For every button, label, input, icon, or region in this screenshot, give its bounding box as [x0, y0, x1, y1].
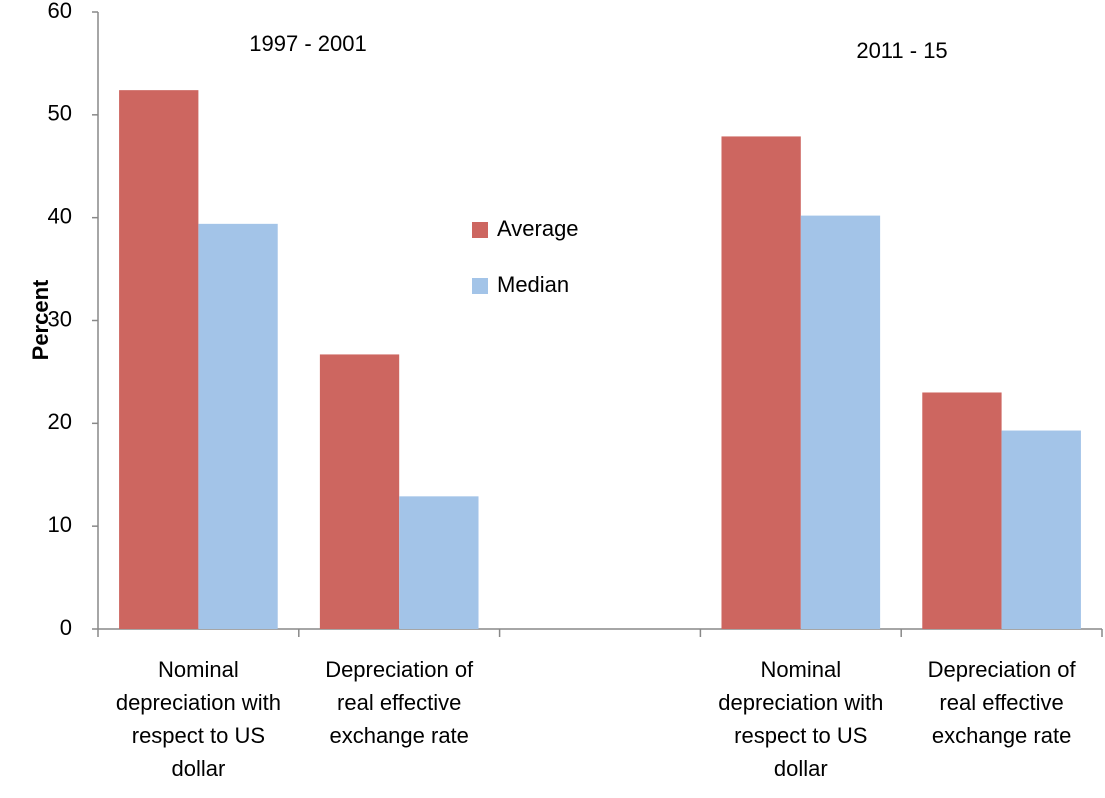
annotation: 2011 - 15 — [856, 38, 947, 63]
x-tick-label: Depreciation of real effective exchange … — [325, 657, 474, 748]
bar — [1001, 430, 1081, 629]
y-tick-label: 30 — [48, 306, 72, 331]
y-tick-label: 10 — [48, 512, 72, 537]
y-tick-label: 20 — [48, 409, 72, 434]
x-tick-label: Nominal depreciation with respect to US … — [718, 657, 884, 781]
legend-swatch — [472, 278, 488, 294]
annotation: 1997 - 2001 — [249, 31, 366, 56]
bar — [198, 223, 278, 629]
y-tick-label: 40 — [48, 203, 72, 228]
y-tick-label: 50 — [48, 101, 72, 126]
legend-label: Median — [497, 272, 569, 297]
legend-swatch — [472, 222, 488, 238]
bar — [721, 136, 801, 629]
y-tick-label: 0 — [60, 615, 72, 640]
bar — [399, 496, 479, 629]
legend-label: Average — [497, 216, 579, 241]
y-axis-label: Percent — [28, 279, 53, 360]
bar — [922, 392, 1002, 629]
x-tick-label: Nominal depreciation with respect to US … — [115, 657, 281, 781]
bar — [119, 90, 199, 630]
y-tick-label: 60 — [48, 0, 72, 23]
x-tick-label: Depreciation of real effective exchange … — [927, 657, 1076, 748]
bar — [800, 215, 881, 630]
bar — [319, 354, 400, 629]
